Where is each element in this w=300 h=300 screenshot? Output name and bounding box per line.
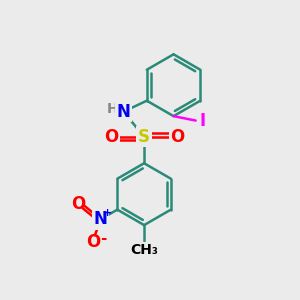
Text: O: O — [71, 196, 85, 214]
Text: H: H — [106, 102, 118, 116]
Text: -: - — [100, 231, 106, 246]
Text: O: O — [104, 128, 118, 146]
Text: I: I — [199, 112, 205, 130]
Text: O: O — [86, 233, 100, 251]
Text: N: N — [94, 210, 108, 228]
Text: N: N — [117, 103, 130, 121]
Text: CH₃: CH₃ — [130, 242, 158, 256]
Text: S: S — [138, 128, 150, 146]
Text: +: + — [103, 208, 112, 218]
Text: O: O — [170, 128, 184, 146]
